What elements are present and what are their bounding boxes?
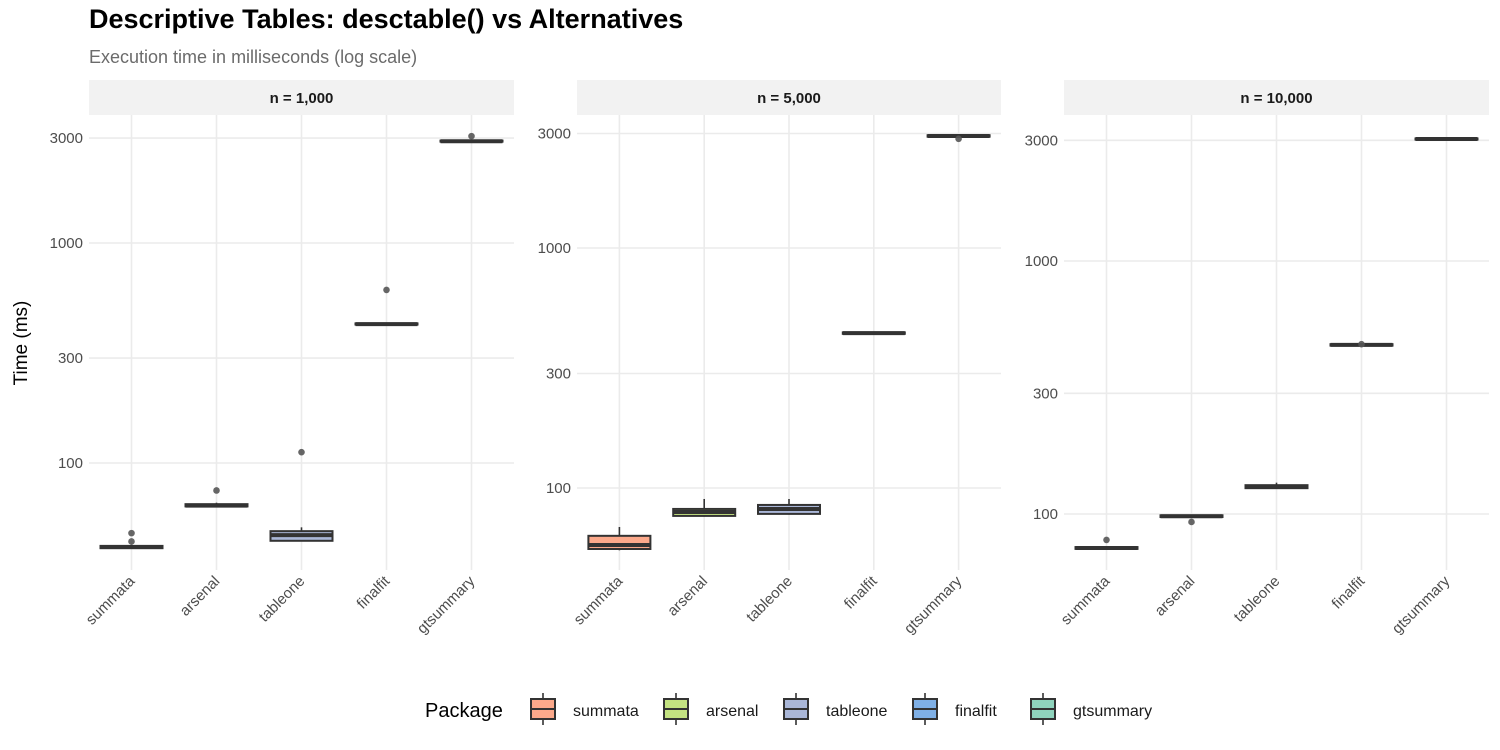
outlier-point [955,135,962,143]
outlier-point [298,448,305,456]
facet-panels: n = 1,000 100 300 1000 3000 summata arsenal tab… [50,80,1489,637]
box-summata [1074,536,1139,550]
x-tick-label: finalfit [841,572,881,612]
chart-subtitle: Execution time in milliseconds (log scal… [89,47,418,67]
y-tick-label: 3000 [50,130,83,147]
box-tableone [757,498,821,515]
facet-strip-label: n = 10,000 [1240,90,1312,107]
y-tick-label: 300 [58,350,83,367]
outlier-point [468,132,475,140]
facet-strip [1064,80,1489,115]
facet-panel: n = 1,000 100 300 1000 3000 summata arsenal tab… [50,80,514,637]
box-finalfit [354,286,419,327]
outlier-point [128,529,135,537]
x-tick-label: gtsummary [414,572,479,637]
box-gtsummary [926,133,991,143]
x-tick-label: finalfit [354,572,394,612]
chart-title: Descriptive Tables: desctable() vs Alter… [89,4,684,34]
x-tick-label: summata [83,572,139,628]
legend-label: arsenal [706,703,758,720]
box-arsenal [672,498,737,517]
y-tick-label: 300 [546,365,571,382]
facet-strip [89,80,514,115]
facet-panel: n = 5,000 100 300 1000 3000 summata arsenal tab… [538,80,1001,637]
x-tick-label: tableone [256,573,309,626]
outlier-point [1358,340,1365,348]
x-tick-label: arsenal [664,573,711,620]
y-tick-label: 100 [58,455,83,472]
box-tableone [269,448,334,542]
y-tick-label: 3000 [1025,132,1058,149]
y-axis-label: Time (ms) [11,301,32,386]
y-tick-label: 100 [1033,506,1058,523]
y-tick-label: 1000 [1025,253,1058,270]
x-tick-label: summata [571,572,627,628]
box-arsenal [184,487,249,508]
box-gtsummary [1414,137,1479,142]
legend-item-summata: summata [530,693,639,725]
legend-label: finalfit [955,703,997,720]
x-tick-label: summata [1058,572,1114,628]
x-tick-label: gtsummary [901,572,966,637]
x-tick-label: tableone [1231,573,1284,626]
legend-label: gtsummary [1073,703,1152,720]
y-tick-label: 1000 [50,235,83,252]
y-tick-label: 1000 [538,240,571,257]
x-tick-label: arsenal [1152,573,1199,620]
x-tick-label: finalfit [1329,572,1369,612]
legend-item-tableone: tableone [783,693,887,725]
legend-label: summata [573,703,639,720]
legend-item-finalfit: finalfit [912,693,997,725]
facet-strip-label: n = 5,000 [757,90,821,107]
box-tableone [1244,482,1309,490]
legend-label: tableone [826,703,887,720]
y-tick-label: 100 [546,480,571,497]
y-tick-label: 3000 [538,125,571,142]
x-tick-label: arsenal [177,573,224,620]
legend-item-arsenal: arsenal [663,693,758,725]
box-finalfit [841,331,906,336]
outlier-point [128,538,135,545]
box-summata [587,526,652,551]
x-tick-label: tableone [743,573,796,626]
facet-strip-label: n = 1,000 [270,90,334,107]
box-finalfit [1329,340,1394,348]
facet-panel: n = 10,000 100 300 1000 3000 summata arsenal ta… [1025,80,1489,637]
box-gtsummary [439,132,504,144]
legend: Package summata arsenal tableone finalfit gt… [425,693,1152,725]
facet-strip [577,80,1001,115]
box-summata [99,529,164,550]
outlier-point [383,286,390,294]
legend-title: Package [425,700,503,722]
x-tick-label: gtsummary [1389,572,1454,637]
box-arsenal [1159,514,1224,526]
outlier-point [1188,518,1195,526]
outlier-point [213,487,220,494]
y-tick-label: 300 [1033,385,1058,402]
outlier-point [1103,536,1110,544]
box-body [587,534,652,550]
legend-item-gtsummary: gtsummary [1030,693,1152,725]
